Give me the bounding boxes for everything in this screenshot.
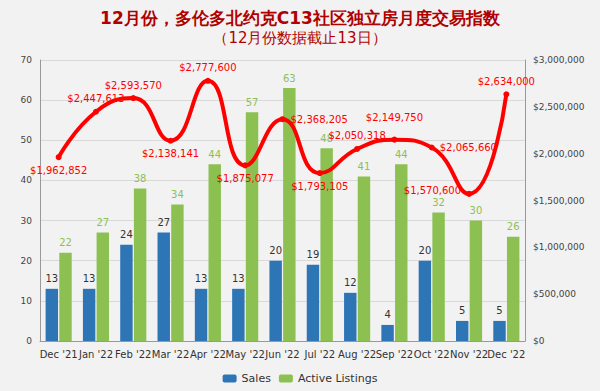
svg-text:$2,634,000: $2,634,000 <box>478 76 535 87</box>
svg-text:34: 34 <box>171 189 184 200</box>
svg-text:0: 0 <box>26 336 32 346</box>
svg-text:13: 13 <box>83 273 96 284</box>
svg-text:20: 20 <box>21 256 33 266</box>
svg-text:38: 38 <box>134 173 147 184</box>
svg-text:Apr '22: Apr '22 <box>190 349 226 360</box>
svg-text:13: 13 <box>195 273 208 284</box>
svg-text:26: 26 <box>507 221 520 232</box>
svg-text:May '22: May '22 <box>226 349 265 360</box>
svg-text:50: 50 <box>21 135 33 145</box>
svg-text:20: 20 <box>419 245 432 256</box>
svg-text:10: 10 <box>21 296 33 306</box>
svg-text:$2,368,205: $2,368,205 <box>291 114 348 125</box>
svg-text:Dec '22: Dec '22 <box>487 349 525 360</box>
svg-text:Aug '22: Aug '22 <box>338 349 376 360</box>
svg-text:$500,000: $500,000 <box>533 289 576 299</box>
svg-text:Sep '22: Sep '22 <box>376 349 414 360</box>
svg-text:12: 12 <box>344 277 357 288</box>
svg-text:Oct '22: Oct '22 <box>414 349 450 360</box>
svg-text:（12月份数据截止13日）: （12月份数据截止13日） <box>213 29 386 47</box>
svg-text:44: 44 <box>208 149 221 160</box>
svg-text:$2,777,600: $2,777,600 <box>179 62 236 73</box>
svg-text:Jul '22: Jul '22 <box>303 349 335 360</box>
svg-text:5: 5 <box>459 305 465 316</box>
svg-text:63: 63 <box>283 73 296 84</box>
svg-text:40: 40 <box>21 175 33 185</box>
svg-text:60: 60 <box>21 95 33 105</box>
svg-text:$2,500,000: $2,500,000 <box>533 102 585 112</box>
svg-text:Jun '22: Jun '22 <box>264 349 299 360</box>
svg-text:30: 30 <box>21 216 33 226</box>
svg-text:22: 22 <box>59 237 72 248</box>
svg-text:12月份，多伦多北约克C13社区独立房月度交易指数: 12月份，多伦多北约克C13社区独立房月度交易指数 <box>100 8 501 28</box>
svg-text:$2,050,318: $2,050,318 <box>328 130 385 141</box>
svg-text:19: 19 <box>307 249 320 260</box>
svg-text:$1,000,000: $1,000,000 <box>533 242 585 252</box>
svg-text:Sales: Sales <box>242 372 272 385</box>
svg-text:Nov '22: Nov '22 <box>450 349 488 360</box>
svg-text:41: 41 <box>358 161 371 172</box>
svg-text:Jan '22: Jan '22 <box>78 349 113 360</box>
svg-text:27: 27 <box>157 217 170 228</box>
svg-text:27: 27 <box>96 217 109 228</box>
svg-text:24: 24 <box>120 229 133 240</box>
svg-text:32: 32 <box>432 197 445 208</box>
svg-text:4: 4 <box>384 309 390 320</box>
svg-text:5: 5 <box>496 305 502 316</box>
svg-text:13: 13 <box>232 273 245 284</box>
svg-text:30: 30 <box>470 205 483 216</box>
svg-text:$2,138,141: $2,138,141 <box>142 148 199 159</box>
svg-text:$1,793,105: $1,793,105 <box>291 181 348 192</box>
svg-text:$0: $0 <box>533 336 545 346</box>
svg-text:$2,447,613: $2,447,613 <box>67 93 124 104</box>
svg-text:$1,875,077: $1,875,077 <box>217 173 274 184</box>
svg-text:$2,000,000: $2,000,000 <box>533 149 585 159</box>
svg-text:$2,149,750: $2,149,750 <box>366 112 423 123</box>
svg-text:48: 48 <box>320 132 333 144</box>
svg-text:Active Listings: Active Listings <box>298 372 378 385</box>
svg-text:13: 13 <box>45 273 58 284</box>
svg-text:$2,065,660: $2,065,660 <box>440 142 497 153</box>
svg-text:$3,000,000: $3,000,000 <box>533 55 585 65</box>
svg-text:Feb '22: Feb '22 <box>115 349 151 360</box>
svg-text:$2,593,570: $2,593,570 <box>105 80 162 91</box>
svg-text:57: 57 <box>246 97 259 108</box>
svg-text:70: 70 <box>21 55 33 65</box>
svg-text:Mar '22: Mar '22 <box>152 349 190 360</box>
svg-text:$1,570,600: $1,570,600 <box>404 185 461 196</box>
svg-text:$1,500,000: $1,500,000 <box>533 196 585 206</box>
svg-text:$1,962,852: $1,962,852 <box>30 165 87 176</box>
svg-text:Dec '21: Dec '21 <box>40 349 78 360</box>
svg-text:44: 44 <box>395 149 408 160</box>
svg-text:20: 20 <box>269 245 282 256</box>
